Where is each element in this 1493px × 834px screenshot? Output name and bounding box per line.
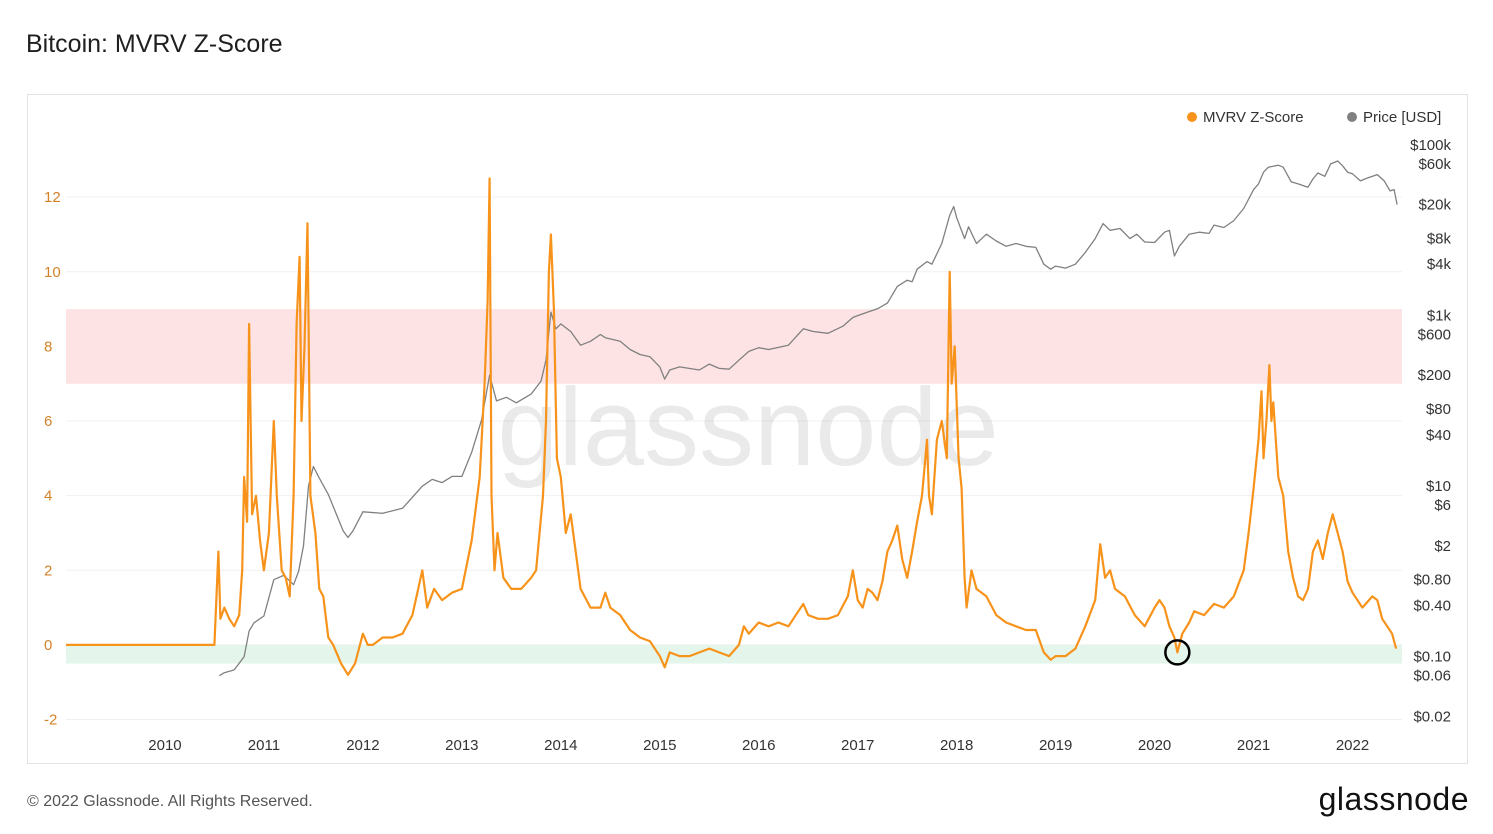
y-right-tick-label: $20k: [1418, 197, 1451, 214]
y-left-tick-label: 2: [44, 562, 52, 579]
legend-label: MVRV Z-Score: [1203, 109, 1304, 126]
y-right-tick-label: $1k: [1427, 308, 1452, 325]
x-tick-label: 2021: [1237, 737, 1270, 754]
y-right-tick-label: $2: [1434, 538, 1451, 555]
x-tick-label: 2017: [841, 737, 874, 754]
y-left-tick-label: 6: [44, 413, 52, 430]
y-right-tick-label: $0.06: [1413, 668, 1451, 685]
y-left-tick-label: -2: [44, 712, 57, 729]
y-right-tick-label: $8k: [1427, 231, 1452, 248]
y-right-tick-label: $60k: [1418, 156, 1451, 173]
legend-label: Price [USD]: [1363, 109, 1441, 126]
y-right-tick-label: $40: [1426, 427, 1451, 444]
price-series-line: [219, 160, 1398, 677]
x-tick-label: 2011: [248, 737, 280, 754]
brand-logo[interactable]: glassnode: [1318, 781, 1469, 817]
x-tick-label: 2018: [940, 737, 973, 754]
legend-marker: [1187, 112, 1197, 122]
annotation-circle: [1164, 639, 1191, 666]
legend-marker: [1347, 112, 1357, 122]
y-right-tick-label: $0.40: [1413, 597, 1451, 614]
x-tick-label: 2022: [1336, 737, 1369, 754]
y-right-tick-label: $4k: [1427, 256, 1452, 273]
overvalued-band: [66, 309, 1402, 384]
x-tick-label: 2010: [148, 737, 181, 754]
y-right-tick-label: $80: [1426, 401, 1451, 418]
y-right-tick-label: $0.80: [1413, 572, 1451, 589]
y-left-tick-label: 0: [44, 637, 52, 654]
y-right-tick-label: $0.10: [1413, 649, 1451, 666]
y-right-tick-label: $600: [1418, 327, 1451, 344]
y-left-tick-label: 4: [44, 488, 52, 505]
x-tick-label: 2020: [1138, 737, 1171, 754]
y-left-tick-label: 8: [44, 338, 52, 355]
y-left-tick-label: 12: [44, 189, 61, 206]
zscore-series-line: [66, 177, 1398, 676]
y-right-tick-label: $6: [1434, 497, 1451, 514]
y-right-tick-label: $200: [1418, 367, 1451, 384]
y-right-tick-label: $10: [1426, 478, 1451, 495]
x-tick-label: 2013: [445, 737, 478, 754]
x-tick-label: 2019: [1039, 737, 1072, 754]
x-tick-label: 2014: [544, 737, 577, 754]
y-left-tick-label: 10: [44, 264, 61, 281]
y-right-tick-label: $0.02: [1413, 708, 1451, 725]
x-tick-label: 2015: [643, 737, 676, 754]
y-right-tick-label: $100k: [1410, 137, 1451, 154]
x-tick-label: 2012: [346, 737, 379, 754]
page-title: Bitcoin: MVRV Z-Score: [26, 30, 283, 58]
x-tick-label: 2016: [742, 737, 775, 754]
undervalued-band: [66, 644, 1402, 664]
copyright-footer: © 2022 Glassnode. All Rights Reserved.: [27, 793, 313, 810]
watermark-text: glassnode: [497, 366, 999, 489]
